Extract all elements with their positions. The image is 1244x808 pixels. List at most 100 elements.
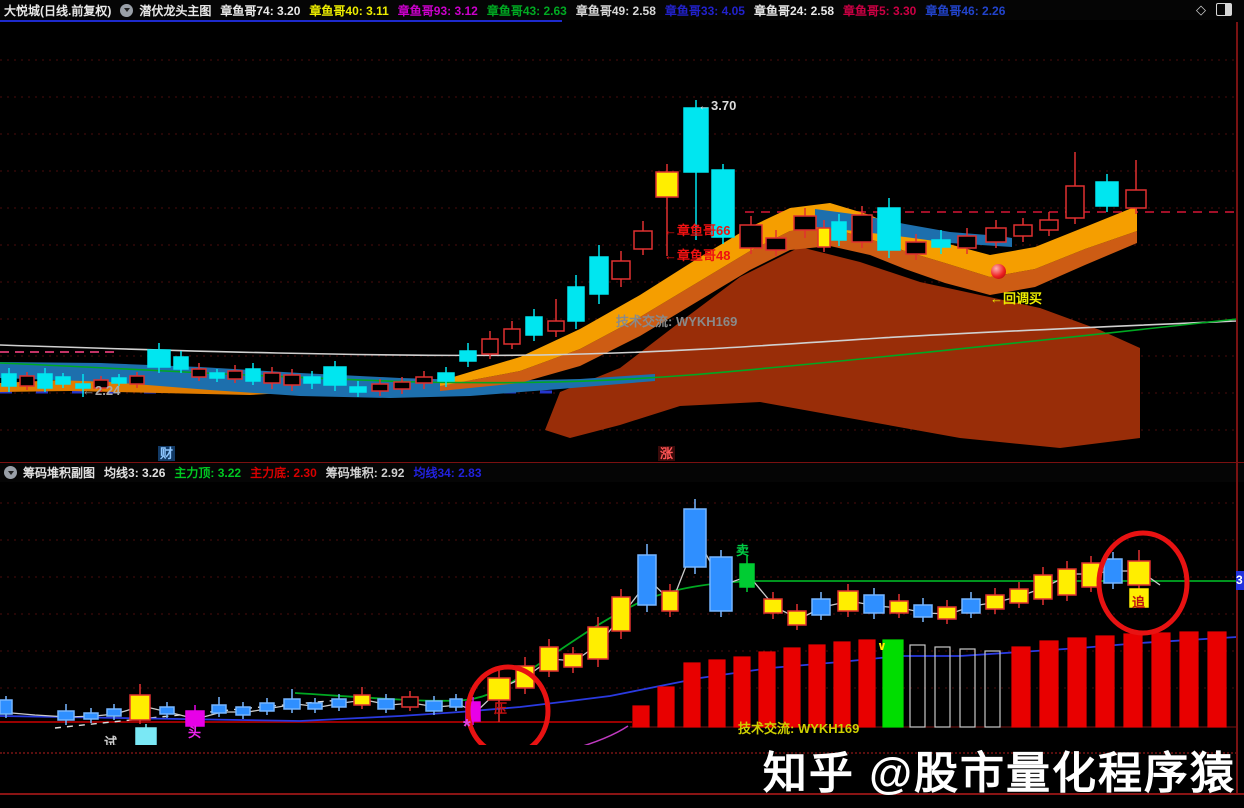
- candle-body: [1065, 185, 1085, 219]
- candle-body: [985, 594, 1005, 610]
- candle-body: [211, 704, 227, 714]
- candle-body: [377, 698, 395, 710]
- candle-body: [831, 221, 847, 241]
- candle-body: [863, 594, 885, 614]
- indicator-readout: 章鱼哥43: 2.63: [486, 3, 567, 18]
- candle-body: [763, 598, 783, 614]
- main-indicator-name: 潜伏龙头主图: [139, 3, 212, 18]
- candle-body: [525, 316, 543, 336]
- indicator-readout: 章鱼哥46: 2.26: [925, 3, 1006, 18]
- candle-body: [425, 700, 443, 712]
- candle-body: [245, 368, 261, 382]
- diamond-icon[interactable]: ◇: [1196, 2, 1206, 17]
- volume-bar: [783, 647, 801, 728]
- volume-bar: [1011, 646, 1031, 728]
- window-controls: ◇: [1196, 3, 1232, 16]
- candle-body: [93, 379, 109, 389]
- candle-body: [1057, 568, 1077, 596]
- maroon-chip-area: [545, 247, 1140, 448]
- volume-bar: [1179, 631, 1199, 728]
- candle-body: [303, 376, 321, 384]
- collapse-indicator-icon[interactable]: [120, 3, 134, 17]
- candle-body: [235, 706, 251, 716]
- chart-annotation: 卖: [736, 543, 750, 558]
- chart-annotation: 头: [188, 725, 202, 740]
- candle-body: [1009, 588, 1029, 604]
- sub-indicator-readouts: 均线3: 3.26 主力顶: 3.22 主力底: 2.30 筹码堆积: 2.92 均线3…: [104, 464, 490, 481]
- candle-body: [787, 610, 807, 626]
- watermark-band: [0, 745, 1244, 808]
- candle-body: [37, 373, 53, 389]
- indicator-readout: 章鱼哥5: 3.30: [843, 3, 917, 18]
- candle-body: [147, 349, 171, 368]
- chart-annotation: ←章鱼哥48: [664, 248, 731, 263]
- candle-body: [55, 376, 71, 385]
- chart-annotation: 技术交流: WYKH169: [616, 314, 738, 329]
- volume-bar: [657, 686, 675, 728]
- candle-body: [283, 698, 301, 710]
- candle-body: [0, 699, 13, 715]
- candle-body: [481, 338, 499, 355]
- indicator-readout: 筹码堆积: 2.92: [325, 466, 405, 480]
- candle-body: [449, 698, 463, 708]
- sub-indicator-name: 筹码堆积副图: [23, 466, 96, 480]
- candle-body: [1033, 574, 1053, 600]
- candle-body: [851, 214, 873, 243]
- candle-body: [129, 694, 151, 721]
- candle-body: [837, 590, 859, 612]
- topbar-underline: [0, 20, 562, 22]
- volume-bar: [909, 644, 926, 728]
- candle-body: [985, 227, 1007, 243]
- candle-body: [637, 554, 657, 606]
- candle-body: [283, 374, 301, 386]
- indicator-readout: 章鱼哥74: 3.20: [220, 3, 301, 18]
- candle-body: [19, 375, 35, 387]
- chart-annotation: 技术交流: WYKH169: [738, 721, 860, 736]
- volume-bar: [934, 646, 951, 728]
- volume-bar: [1207, 631, 1227, 728]
- candle-body: [331, 698, 347, 708]
- candle-body: [739, 563, 755, 588]
- candle-body: [1013, 224, 1033, 237]
- candle-body: [567, 286, 585, 322]
- volume-bar: [959, 648, 976, 728]
- candle-body: [587, 626, 609, 660]
- candle-body: [877, 207, 901, 251]
- candle-body: [683, 508, 707, 568]
- candle-body: [1039, 219, 1059, 231]
- volume-bar: [683, 662, 701, 728]
- indicator-readout: 章鱼哥24: 2.58: [753, 3, 834, 18]
- candle-body: [353, 694, 371, 706]
- volume-bar: [733, 656, 751, 728]
- candle-body: [711, 169, 735, 238]
- candle-body: [1125, 189, 1147, 209]
- volume-bar: [1095, 635, 1115, 728]
- candle-body: [75, 383, 91, 389]
- chart-annotation: ←2.24: [82, 383, 121, 398]
- chart-annotation: ←回调买: [990, 291, 1043, 306]
- candle-body: [487, 677, 511, 701]
- volume-bar: [1067, 637, 1087, 728]
- candle-body: [307, 702, 323, 710]
- volume-bar: [984, 650, 1001, 728]
- candle-body: [159, 706, 175, 715]
- candle-body: [437, 372, 455, 382]
- candle-body: [503, 328, 521, 345]
- candle-body: [57, 710, 75, 721]
- candle-body: [563, 653, 583, 668]
- candle-body: [393, 381, 411, 390]
- candle-body: [765, 237, 787, 251]
- candle-body: [655, 171, 679, 198]
- indicator-readout: 章鱼哥40: 3.11: [309, 3, 389, 18]
- candle-body: [611, 260, 631, 280]
- candle-body: [1095, 181, 1119, 207]
- candle-body: [913, 604, 933, 618]
- indicator-line: [0, 536, 1161, 720]
- sub-indicator-bar: 筹码堆积副图 均线3: 3.26 主力顶: 3.22 主力底: 2.30 筹码堆积: …: [0, 462, 1244, 482]
- collapse-subindicator-icon[interactable]: [4, 466, 17, 479]
- panel-layout-icon[interactable]: [1216, 3, 1232, 16]
- chart-annotation: 追: [1132, 595, 1146, 610]
- volume-bar: [858, 639, 876, 728]
